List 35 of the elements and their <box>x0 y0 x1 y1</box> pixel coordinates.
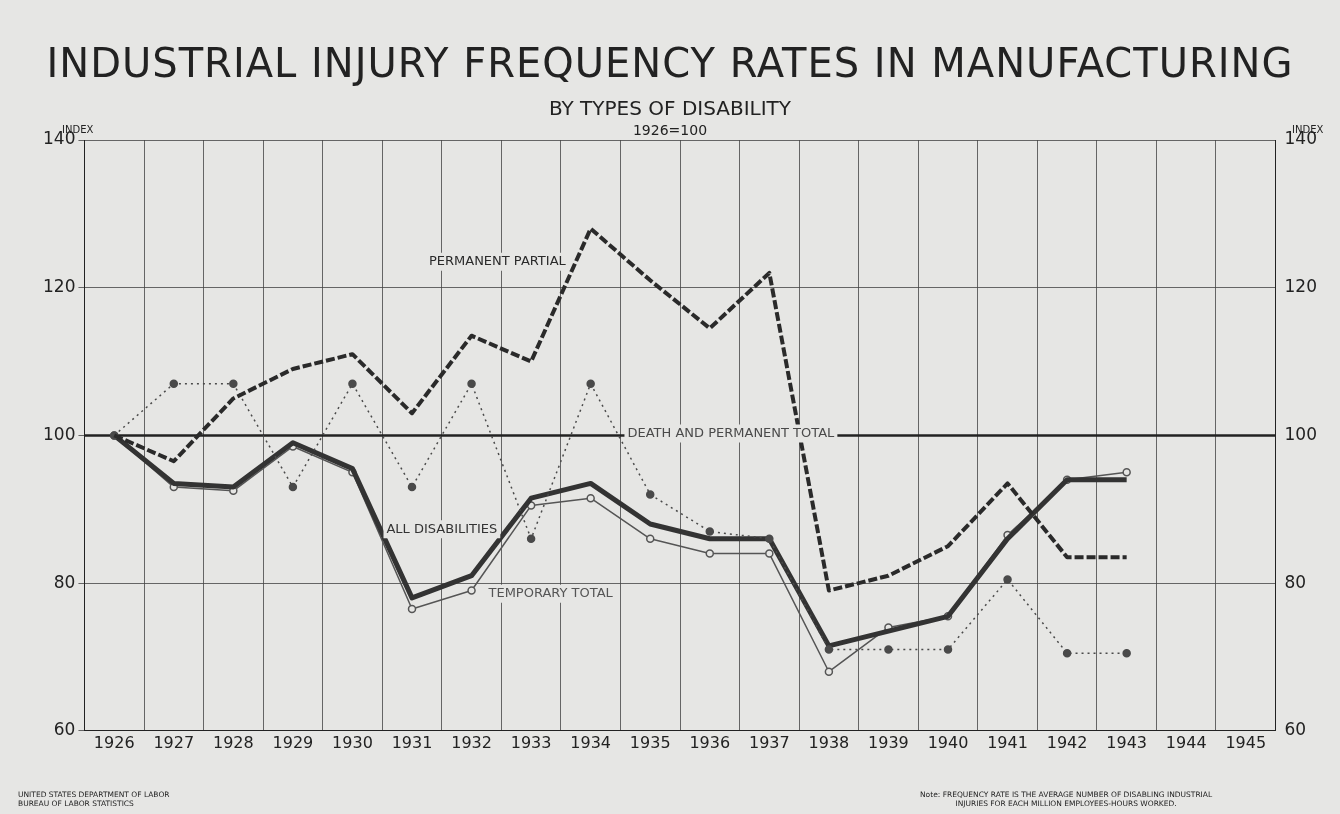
x-tick-label: 1927 <box>153 732 195 752</box>
x-tick-label: 1938 <box>808 732 850 752</box>
series-label: TEMPORARY TOTAL <box>487 585 614 601</box>
text: 1926=100 <box>632 122 708 138</box>
y-tick-label: 100 <box>42 423 76 444</box>
x-tick-label: 1934 <box>570 732 612 752</box>
x-tick-label: 1943 <box>1106 732 1148 752</box>
series-label: PERMANENT PARTIAL <box>428 253 567 269</box>
x-tick-label: 1940 <box>927 732 969 752</box>
x-tick-label: 1932 <box>451 732 492 752</box>
y2-tick-label: 120 <box>1284 276 1318 297</box>
x-tick-label: 1929 <box>272 732 314 752</box>
y2-tick-label: 100 <box>1284 423 1318 444</box>
y-tick-label: 120 <box>42 276 76 297</box>
x-tick-label: 1942 <box>1046 732 1088 752</box>
x-tick-label: 1933 <box>510 732 552 752</box>
y2-tick-label: 80 <box>1284 571 1307 592</box>
x-tick-label: 1928 <box>212 732 254 752</box>
y-tick-label: 60 <box>53 719 76 740</box>
y-tick-label: 80 <box>53 571 76 592</box>
x-tick-label: 1944 <box>1165 732 1207 752</box>
x-tick-label: 1945 <box>1225 732 1267 752</box>
y2-tick-label: 60 <box>1284 719 1307 740</box>
series-label: ALL DISABILITIES <box>386 520 498 536</box>
series-label: DEATH AND PERMANENT TOTAL <box>627 424 836 440</box>
x-tick-label: 1931 <box>391 732 433 752</box>
chart-subtitle: BY TYPES OF DISABILITY <box>547 96 793 120</box>
x-tick-label: 1937 <box>748 732 790 752</box>
x-tick-label: 1939 <box>868 732 909 752</box>
chart-title: INDUSTRIAL INJURY FREQUENCY RATES IN MANUFACTURING <box>45 40 1295 86</box>
x-tick-label: 1941 <box>987 732 1028 752</box>
x-tick-label: 1935 <box>629 732 671 752</box>
x-tick-label: 1936 <box>689 732 731 752</box>
x-tick-label: 1926 <box>93 732 135 752</box>
x-tick-label: 1930 <box>332 732 373 752</box>
